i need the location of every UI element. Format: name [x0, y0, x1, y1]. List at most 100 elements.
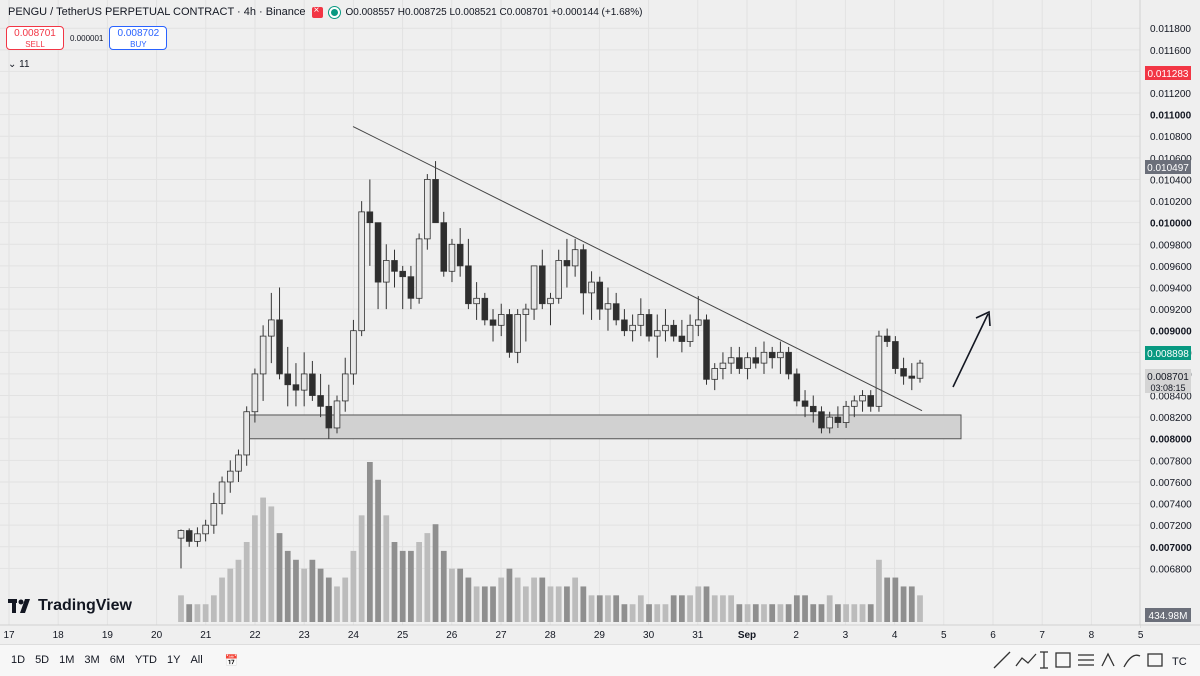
- indicators-toggle[interactable]: ⌄ 11: [8, 59, 30, 70]
- time-tick-label: 4: [892, 630, 898, 641]
- candle-body: [259, 335, 267, 375]
- time-tick-label: 5: [1138, 630, 1144, 641]
- volume-bar: [810, 604, 817, 622]
- candlesticks: [177, 161, 924, 569]
- volume-bar: [613, 595, 620, 622]
- volume-bar: [687, 595, 693, 622]
- volume-bars: [178, 462, 923, 622]
- sell-price: 0.008701: [14, 28, 56, 39]
- tf-1d[interactable]: 1D: [11, 654, 26, 666]
- volume-bar: [473, 586, 480, 622]
- price-tick-label: 0.009400: [1150, 283, 1192, 294]
- candle-body: [235, 454, 242, 472]
- volume-bar: [514, 577, 521, 622]
- time-tick-label: 24: [348, 630, 360, 641]
- svg-text:TC: TC: [1172, 656, 1187, 668]
- volume-bar: [309, 559, 316, 622]
- drawing-tools-icons[interactable]: TC: [992, 650, 1192, 670]
- candle-body: [744, 357, 751, 369]
- sell-button[interactable]: 0.008701 SELL: [6, 26, 64, 50]
- close-icon[interactable]: [311, 5, 323, 18]
- volume-bar: [522, 586, 529, 622]
- price-tick-label: 0.010400: [1150, 175, 1192, 186]
- volume-bar: [703, 586, 710, 622]
- volume-bar: [744, 604, 751, 622]
- price-tick-label: 0.008200: [1150, 413, 1192, 424]
- candle-body: [539, 265, 546, 305]
- candle-body: [875, 335, 883, 407]
- tf-all[interactable]: All: [190, 654, 203, 666]
- candle-body: [818, 411, 825, 429]
- price-tick-label: 0.010800: [1150, 132, 1192, 143]
- volume-bar: [219, 577, 225, 622]
- current-price-badge: 0.008701: [1147, 372, 1189, 383]
- volume-bar: [908, 586, 915, 622]
- volume-bar: [408, 550, 414, 622]
- tf-5d[interactable]: 5D: [35, 654, 50, 666]
- tf-1y[interactable]: 1Y: [166, 654, 181, 666]
- candle-body: [226, 470, 234, 483]
- volume-bar: [736, 604, 743, 622]
- candle-body: [530, 265, 538, 310]
- volume-bar: [752, 604, 759, 622]
- volume-badge: 434.98M: [1149, 611, 1188, 622]
- volume-bar: [243, 542, 250, 622]
- candle-body: [465, 265, 472, 305]
- candle-body: [736, 357, 743, 369]
- timeframe-selector: 1D 5D 1M 3M 6M YTD 1Y All 📅: [11, 654, 238, 667]
- candle-body: [752, 357, 760, 364]
- time-axis-bg: [0, 625, 1140, 644]
- candle-body: [686, 324, 694, 342]
- candle-body: [358, 211, 365, 332]
- candle-body: [883, 335, 891, 342]
- candle-body: [432, 179, 439, 224]
- date-range-icon[interactable]: 📅: [224, 655, 239, 667]
- time-tick-label: 17: [3, 630, 15, 641]
- candle-body: [859, 395, 866, 402]
- candle-body: [768, 351, 776, 359]
- candle-body: [629, 324, 636, 332]
- candle-body: [711, 368, 718, 380]
- volume-bar: [260, 497, 266, 622]
- candle-body: [653, 330, 661, 337]
- candle-body: [194, 533, 201, 542]
- volume-bar: [399, 550, 406, 622]
- candle-body: [908, 375, 916, 379]
- volume-bar: [284, 550, 291, 622]
- tf-6m[interactable]: 6M: [109, 654, 125, 666]
- volume-bar: [358, 515, 365, 622]
- time-tick-label: 23: [299, 630, 311, 641]
- volume-bar: [375, 479, 381, 622]
- volume-bar: [851, 604, 858, 622]
- candle-body: [300, 373, 308, 391]
- volume-bar: [432, 524, 439, 622]
- buy-price: 0.008702: [117, 28, 160, 39]
- tf-ytd[interactable]: YTD: [134, 654, 157, 666]
- time-tick-label: 2: [793, 630, 799, 641]
- tf-3m[interactable]: 3M: [84, 654, 100, 666]
- buy-button[interactable]: 0.008702 BUY: [109, 26, 168, 50]
- price-tick-label: 0.009000: [1150, 327, 1192, 338]
- volume-bar: [202, 604, 209, 622]
- candle-body: [588, 281, 595, 294]
- volume-bar: [531, 577, 537, 622]
- time-tick-label: 28: [545, 630, 557, 641]
- volume-bar: [383, 515, 390, 622]
- volume-bar: [317, 568, 324, 622]
- price-tick-label: 0.010000: [1150, 219, 1192, 230]
- symbol-title[interactable]: PENGU / TetherUS PERPETUAL CONTRACT · 4h…: [8, 6, 306, 18]
- tf-1m[interactable]: 1M: [59, 654, 75, 666]
- candle-body: [366, 211, 374, 224]
- candle-body: [177, 530, 185, 539]
- candle-body: [489, 319, 497, 326]
- candle-body: [202, 524, 209, 535]
- sell-label: SELL: [25, 40, 45, 49]
- volume-bar: [506, 568, 513, 622]
- time-tick-label: Sep: [738, 630, 756, 641]
- volume-bar: [194, 604, 201, 622]
- candle-body: [727, 357, 735, 364]
- volume-bar: [761, 604, 767, 622]
- ohlc-values: O0.008557 H0.008725 L0.008521 C0.008701 …: [345, 6, 643, 18]
- volume-bar: [876, 559, 882, 622]
